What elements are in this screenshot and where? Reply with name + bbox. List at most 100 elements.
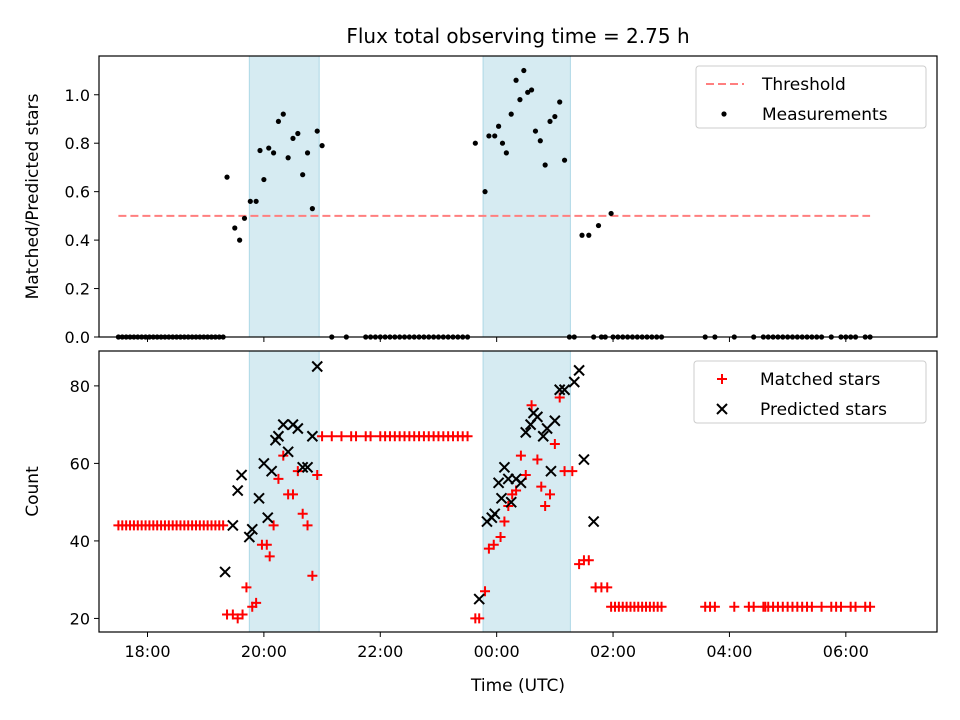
measurement-point — [537, 138, 543, 144]
predicted-star-point — [277, 418, 289, 431]
measurement-point — [224, 174, 230, 180]
measurement-point — [280, 111, 286, 117]
matched-star-point — [526, 400, 537, 411]
measurement-point — [270, 150, 277, 156]
matched-star-point — [365, 431, 376, 442]
measurement-point — [579, 232, 585, 238]
x-tick-label: 04:00 — [706, 642, 752, 661]
x-tick-label: 20:00 — [241, 642, 287, 661]
y-tick-label: 0.6 — [65, 183, 90, 202]
matched-star-point — [748, 601, 759, 612]
legend-label: Measurements — [762, 105, 888, 125]
shaded-region — [482, 55, 571, 338]
matched-star-point — [317, 431, 328, 442]
matched-star-point — [850, 601, 861, 612]
matched-star-point — [264, 551, 275, 562]
predicted-star-point — [492, 477, 505, 489]
predicted-star-point — [473, 593, 485, 605]
legend-matched-key — [717, 374, 727, 384]
y-axis-label: Count — [23, 466, 43, 517]
predicted-star-point — [495, 492, 508, 504]
measurement-point — [547, 118, 553, 125]
legend-box — [695, 65, 927, 129]
matched-star-point — [549, 439, 560, 450]
x-axis-label: Time (UTC) — [470, 676, 565, 696]
measurement-point — [561, 157, 568, 163]
legend-label: Predicted stars — [760, 400, 887, 420]
measurement-point — [300, 172, 306, 178]
predicted-star-point — [243, 531, 256, 543]
measurement-point — [232, 225, 238, 231]
measurement-point — [608, 210, 614, 217]
y-tick-label: 0.4 — [65, 231, 90, 250]
matched-star-point — [729, 601, 740, 612]
shaded-region — [248, 350, 320, 633]
measurement-point — [247, 198, 253, 204]
predicted-star-point — [296, 461, 309, 473]
matched-star-point — [351, 431, 362, 442]
measurement-point — [266, 145, 272, 151]
measurement-point — [253, 198, 259, 204]
predicted-star-point — [587, 515, 600, 528]
measurement-point — [241, 215, 248, 221]
measurement-point — [309, 206, 315, 212]
predicted-star-point — [301, 461, 314, 473]
predicted-star-point — [553, 384, 566, 396]
measurement-point — [517, 97, 523, 103]
x-tick-label: 02:00 — [590, 642, 636, 661]
measurement-point — [586, 232, 592, 238]
measurement-point — [319, 143, 325, 149]
measurement-point — [285, 155, 291, 161]
matched-star-point — [237, 609, 248, 620]
predicted-star-point — [531, 411, 544, 423]
measurement-point — [492, 133, 498, 139]
measurement-point — [304, 150, 311, 156]
matched-star-point — [656, 601, 667, 612]
predicted-star-point — [549, 415, 561, 427]
matched-star-point — [241, 582, 252, 593]
predicted-star-point — [262, 511, 274, 524]
matched-star-point — [540, 501, 551, 512]
measurement-point — [542, 162, 548, 168]
legend-label: Threshold — [761, 75, 846, 95]
matched-star-point — [312, 470, 323, 481]
matched-star-point — [251, 597, 262, 608]
matched-star-point — [336, 431, 347, 442]
measurement-point — [508, 111, 514, 117]
measurement-point — [513, 77, 519, 83]
matched-star-point — [218, 520, 229, 531]
matched-star-point — [709, 601, 720, 612]
predicted-star-point — [253, 492, 265, 504]
predicted-star-point — [558, 384, 571, 396]
predicted-star-point — [520, 426, 532, 439]
matched-star-point — [816, 601, 827, 612]
predicted-star-point — [537, 430, 549, 442]
legend-predicted-key — [716, 403, 728, 415]
predicted-star-point — [306, 430, 319, 442]
matched-star-point — [515, 450, 526, 461]
matched-star-point — [307, 570, 318, 581]
measurement-point — [557, 99, 563, 105]
predicted-star-point — [246, 523, 258, 535]
matched-star-point — [499, 516, 510, 527]
predicted-star-point — [505, 496, 517, 508]
matched-star-point — [273, 473, 284, 484]
x-tick-label: 18:00 — [124, 642, 170, 661]
measurement-point — [290, 135, 296, 141]
matched-star-point — [532, 454, 543, 465]
matched-star-point — [865, 601, 876, 612]
measurement-point — [496, 123, 502, 129]
matched-star-point — [287, 489, 298, 500]
measurement-point — [499, 140, 506, 146]
matched-star-point — [488, 539, 499, 550]
top-panel: 0.0 0.2 0.4 0.6 0.8 1.0 Matched/Predicted star… — [23, 55, 938, 347]
predicted-star-point — [498, 461, 511, 473]
matched-star-point — [302, 520, 313, 531]
predicted-star-point — [272, 430, 285, 442]
predicted-star-point — [489, 508, 501, 520]
bottom-panel: 20 40 60 80 18:00 20:00 22:00 00:00 02:00 04:00 06… — [23, 350, 938, 661]
y-tick-label: 1.0 — [65, 86, 90, 105]
predicted-star-point — [578, 453, 590, 466]
legend-measurement-key — [721, 111, 727, 117]
legend-box — [693, 360, 927, 424]
